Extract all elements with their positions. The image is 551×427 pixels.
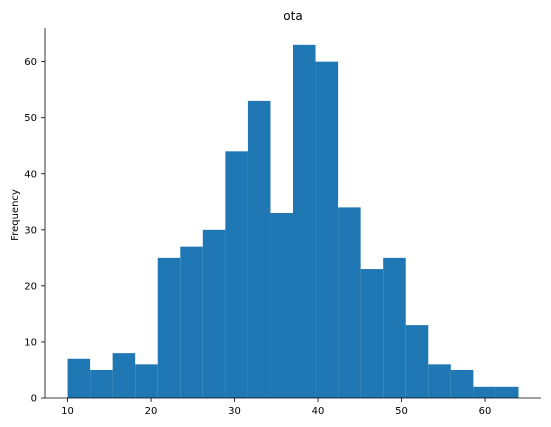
histogram-bar-4 (157, 257, 181, 398)
x-tick-label-60: 60 (479, 406, 492, 417)
y-axis: 0 10 20 30 40 50 60 (24, 28, 46, 405)
histogram-bar-1 (90, 369, 113, 398)
histogram-bar-17 (450, 369, 474, 398)
histogram-bar-5 (180, 246, 203, 398)
histogram-bar-11 (315, 61, 339, 399)
histogram-bar-14 (383, 257, 406, 398)
histogram-bar-13 (360, 269, 384, 398)
chart-title: ota (283, 9, 302, 23)
y-tick-label-50: 50 (24, 113, 37, 124)
bars-group (67, 44, 519, 399)
histogram-bar-19 (495, 386, 519, 398)
histogram-bar-9 (270, 213, 293, 398)
y-axis-label: Frequency (10, 189, 21, 241)
histogram-bar-3 (135, 364, 158, 398)
x-axis: 10 20 30 40 50 60 (45, 397, 541, 417)
histogram-bar-2 (112, 353, 136, 398)
histogram-bar-8 (247, 100, 271, 398)
y-tick-label-0: 0 (31, 394, 37, 405)
histogram-bar-0 (67, 358, 91, 398)
x-tick-label-40: 40 (312, 406, 325, 417)
x-tick-label-20: 20 (145, 406, 158, 417)
y-tick-label-60: 60 (24, 57, 37, 68)
y-tick-label-10: 10 (24, 337, 37, 348)
histogram-bar-10 (293, 44, 316, 399)
x-tick-label-30: 30 (228, 406, 241, 417)
x-tick-label-10: 10 (61, 406, 74, 417)
histogram-bar-18 (473, 386, 496, 398)
histogram-bar-7 (225, 151, 248, 398)
histogram-bar-15 (405, 325, 429, 398)
y-tick-label-20: 20 (24, 281, 37, 292)
y-tick-label-30: 30 (24, 225, 37, 236)
histogram-bar-6 (202, 229, 226, 398)
y-tick-label-40: 40 (24, 169, 37, 180)
histogram-bar-16 (428, 364, 451, 398)
x-tick-label-50: 50 (395, 406, 408, 417)
histogram-bar-12 (338, 207, 361, 398)
